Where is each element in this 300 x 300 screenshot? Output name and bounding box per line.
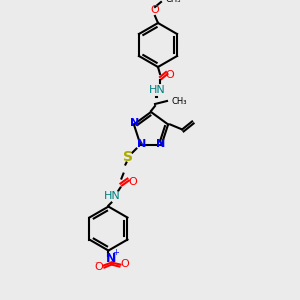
Text: CH₃: CH₃ — [172, 97, 188, 106]
Text: CH₃: CH₃ — [166, 0, 182, 4]
Text: O: O — [166, 70, 174, 80]
Text: N: N — [156, 139, 165, 148]
Text: O: O — [94, 262, 103, 272]
Text: N: N — [106, 252, 117, 265]
Text: O: O — [128, 177, 137, 187]
Text: HN: HN — [104, 190, 121, 201]
Text: +: + — [112, 248, 119, 257]
Text: N: N — [137, 139, 146, 148]
Text: N: N — [130, 118, 140, 128]
Text: O: O — [151, 5, 159, 15]
Text: ⁻: ⁻ — [94, 259, 99, 268]
Text: S: S — [123, 150, 134, 164]
Text: O: O — [120, 259, 129, 269]
Text: HN: HN — [148, 85, 165, 95]
